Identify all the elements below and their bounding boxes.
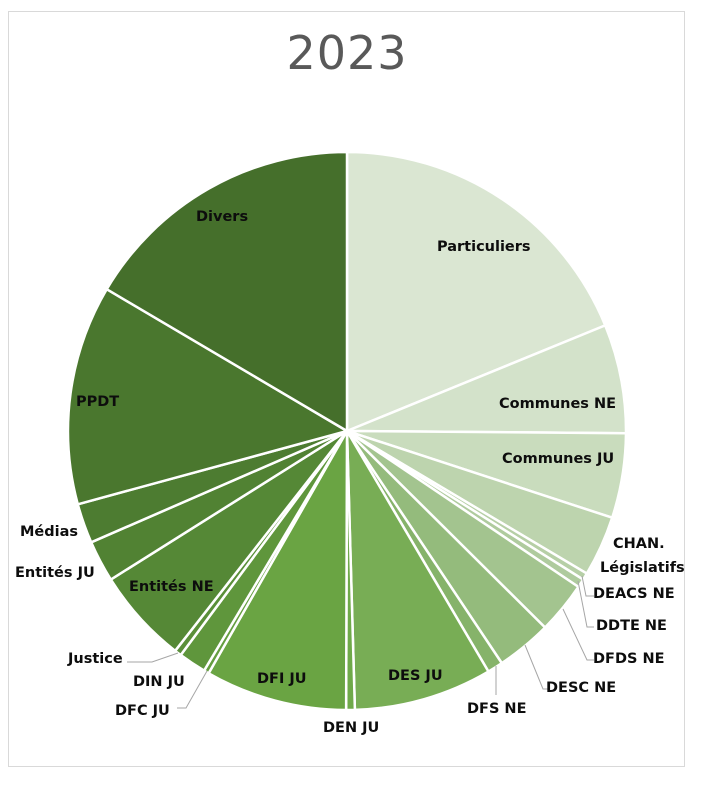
pie-slice-divers[interactable] xyxy=(105,150,349,433)
label-deacs-ne: DEACS NE xyxy=(593,586,675,602)
leader-line-desc xyxy=(524,644,548,690)
leader-line-dfds xyxy=(562,608,594,661)
leader-line-justice xyxy=(127,652,179,663)
label-divers: Divers xyxy=(196,209,248,225)
label-dfds-ne: DFDS NE xyxy=(593,651,665,667)
leader-line-deacs xyxy=(581,575,594,597)
label-communes-ju: Communes JU xyxy=(502,451,614,467)
data-labels: Particuliers Communes NE Communes JU CHA… xyxy=(15,209,685,736)
label-medias: Médias xyxy=(20,524,78,540)
label-dfs-ne: DFS NE xyxy=(467,701,526,717)
label-desc-ne: DESC NE xyxy=(546,680,616,696)
label-entites-ne: Entités NE xyxy=(129,579,214,595)
label-ppdt: PPDT xyxy=(76,394,119,410)
label-des-ju: DES JU xyxy=(388,668,443,684)
chart-title: 2023 xyxy=(286,26,408,80)
label-din-ju: DIN JU xyxy=(133,674,185,690)
pie-slice-ppdt[interactable] xyxy=(66,287,349,506)
pie-slice-dfi-ju[interactable] xyxy=(207,429,349,712)
label-particuliers: Particuliers xyxy=(437,239,531,255)
leader-line-ddte xyxy=(577,580,594,628)
label-ddte-ne: DDTE NE xyxy=(596,618,667,634)
pie-slices xyxy=(66,150,628,712)
label-justice: Justice xyxy=(67,651,123,667)
label-chan-line1: CHAN. xyxy=(613,536,665,552)
label-chan-line2: Législatifs xyxy=(600,560,685,576)
label-den-ju: DEN JU xyxy=(323,720,379,736)
label-dfc-ju: DFC JU xyxy=(115,703,170,719)
leader-lines xyxy=(127,575,594,709)
pie-slice-des-ju[interactable] xyxy=(345,429,490,712)
leader-line-dfc xyxy=(177,670,208,709)
label-communes-ne: Communes NE xyxy=(499,396,616,412)
pie-slice-particuliers[interactable] xyxy=(345,150,607,433)
label-dfi-ju: DFI JU xyxy=(257,671,307,687)
label-entites-ju: Entités JU xyxy=(15,565,95,581)
